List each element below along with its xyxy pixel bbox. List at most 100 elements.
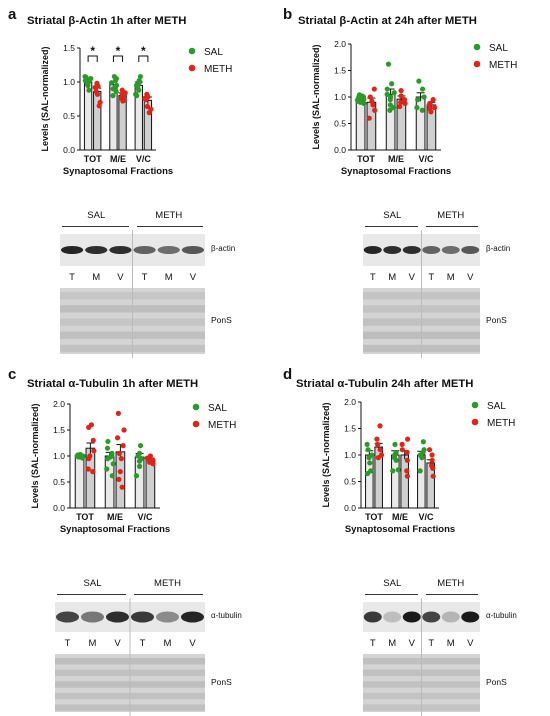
blot-image [363,598,480,716]
y-tick-label: 0.0 [344,503,356,513]
x-tick-label: M/E [110,154,126,164]
data-point-meth [146,110,152,116]
x-tick-label: M/E [388,154,404,164]
data-point-meth [85,466,91,472]
band-protein-label: α-tubulin [486,611,517,620]
data-point-sal [137,73,144,80]
lane-label: V [467,638,474,649]
data-point-sal [419,107,425,113]
data-point-sal [133,473,140,479]
y-tick-label: 0.5 [344,477,356,487]
x-axis-label: Synaptosomal Fractions [60,524,170,535]
ponceau-label: PonS [486,315,507,325]
protein-band [422,246,441,254]
data-point-sal [387,107,393,113]
bar-sal [415,96,426,151]
y-tick-label: 1.5 [63,43,75,53]
blot-group-sal: SAL [83,578,102,589]
legend-marker-meth [471,418,479,426]
data-point-meth [404,436,411,442]
blot-group-meth: METH [154,578,181,589]
data-point-sal [104,466,110,472]
x-tick-label: V/C [418,512,434,522]
data-point-sal [364,441,370,447]
y-tick-label: 0.5 [53,477,65,487]
x-axis-label: Synaptosomal Fractions [63,166,173,177]
data-point-meth [86,424,92,430]
band-protein-label: α-tubulin [211,611,242,620]
x-tick-label: TOT [357,154,375,164]
bar-meth [400,454,409,509]
y-tick-label: 1.5 [53,425,65,435]
significance-star: * [90,44,95,58]
y-tick-label: 2.0 [344,397,356,407]
data-point-meth [90,469,96,475]
blot-image [363,230,480,358]
panel-letter: b [283,6,293,23]
data-point-sal [111,73,117,80]
x-axis-label: Synaptosomal Fractions [345,524,455,535]
lane-label: M [446,638,455,649]
data-point-meth [399,447,405,453]
data-point-sal [104,445,111,451]
data-point-meth [120,98,126,104]
data-point-sal [391,90,397,96]
data-point-meth [86,456,92,462]
data-point-meth [366,115,372,121]
y-tick-label: 1.0 [344,450,356,460]
data-point-sal [365,447,371,453]
data-point-meth [404,457,410,463]
data-point-meth [371,86,377,92]
data-point-meth [375,441,381,447]
bar-meth [145,459,156,509]
panel-title: Striatal β-Actin 1h after METH [27,15,187,27]
bar-sal [391,454,400,509]
data-point-sal [105,438,111,445]
data-point-meth [399,441,405,447]
legend-marker-sal [188,47,196,55]
panel-b: b Striatal β-Actin at 24h after METH 0.0… [275,0,550,358]
lane-label: V [117,272,124,283]
y-axis-label: Levels (SAL-normalized) [311,44,321,149]
data-point-meth [398,99,404,105]
data-point-meth [428,109,434,115]
protein-band [441,611,460,623]
panel-c: c Striatal α-Tubulin 1h after METH 0.0 0.… [0,358,275,716]
data-point-sal [108,80,115,86]
blot-group-line-sal [365,226,418,227]
protein-band [181,246,205,254]
protein-band [109,246,132,254]
data-point-meth [370,102,376,108]
lane-label: T [369,638,376,649]
x-tick-label: M/E [107,512,123,522]
panel-title: Striatal α-Tubulin 24h after METH [296,378,474,390]
data-point-meth [119,484,125,490]
data-point-sal [389,81,395,87]
protein-band [441,246,460,254]
protein-band [106,611,129,623]
y-tick-label: 1.0 [63,77,75,87]
bar-sal [417,454,426,509]
panel-d: d Striatal α-Tubulin 24h after METH 0.0 0… [275,358,550,716]
legend-marker-sal [192,403,200,411]
panel-letter: c [8,366,17,383]
x-axis-label: Synaptosomal Fractions [341,166,451,177]
lane-label: M [88,638,97,649]
data-point-sal [80,453,86,459]
panel-title: Striatal β-Actin at 24h after METH [298,15,477,27]
lane-label: T [139,638,146,649]
protein-band [461,611,480,623]
bar-chart: 0.0 0.5 1.0 1.5 Levels (SAL-normalized) TOT * M… [40,43,232,177]
x-tick-label: V/C [137,512,153,522]
legend-marker-meth [192,420,200,428]
y-axis-label: Levels (SAL-normalized) [40,46,50,151]
lane-label: T [369,272,376,283]
data-point-meth [94,91,101,97]
data-point-meth [377,447,383,453]
data-point-meth [91,448,97,454]
y-tick-label: 0.5 [63,111,75,121]
legend-label: METH [489,60,517,71]
blot-group-meth: METH [437,210,465,221]
bar-chart: 0.0 0.5 1.0 1.5 2.0 Levels (SAL-normalized) TO… [30,399,236,535]
